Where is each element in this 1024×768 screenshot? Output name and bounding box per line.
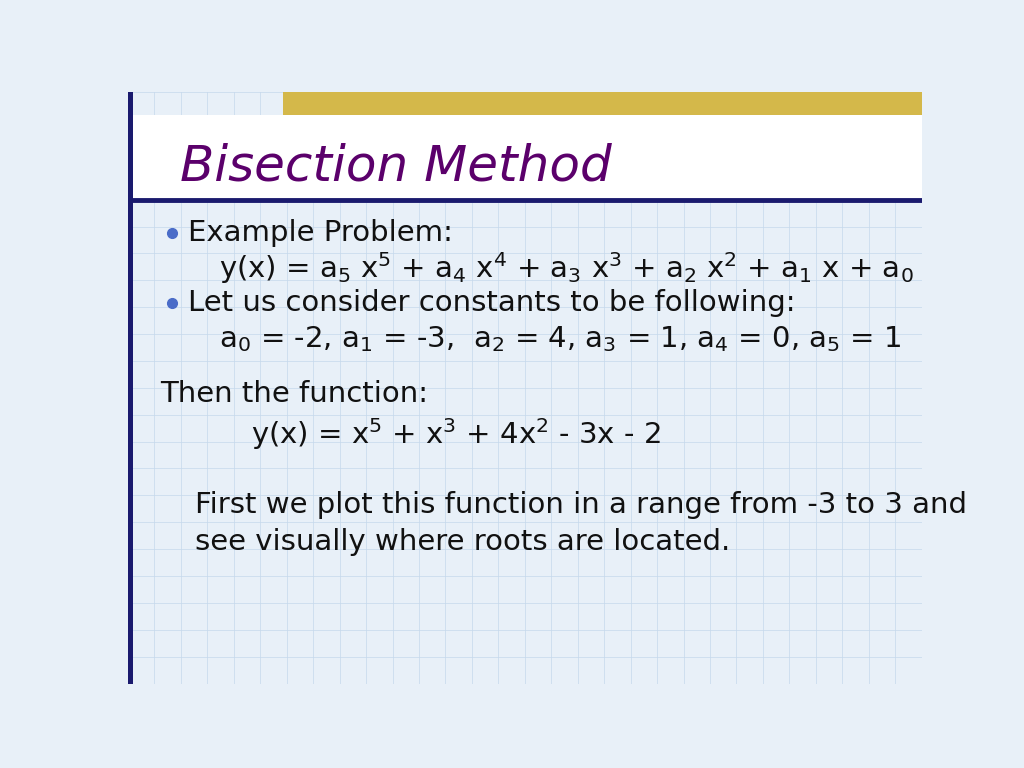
Bar (283, 92, 922, 114)
Text: Let us consider constants to be following:: Let us consider constants to be followin… (187, 290, 795, 317)
Text: see visually where roots are located.: see visually where roots are located. (196, 528, 731, 555)
Bar (128, 92, 133, 684)
Text: Then the function:: Then the function: (160, 379, 428, 408)
Text: First we plot this function in a range from -3 to 3 and: First we plot this function in a range f… (196, 491, 968, 519)
Text: Example Problem:: Example Problem: (187, 219, 453, 247)
Text: y(x) = a$_5$ x$^5$ + a$_4$ x$^4$ + a$_3$ x$^3$ + a$_2$ x$^2$ + a$_1$ x + a$_0$: y(x) = a$_5$ x$^5$ + a$_4$ x$^4$ + a$_3$… (219, 250, 913, 286)
Bar (128, 114, 922, 200)
Text: a$_0$ = -2, a$_1$ = -3,  a$_2$ = 4, a$_3$ = 1, a$_4$ = 0, a$_5$ = 1: a$_0$ = -2, a$_1$ = -3, a$_2$ = 4, a$_3$… (219, 324, 901, 353)
Text: Bisection Method: Bisection Method (179, 142, 611, 190)
Text: y(x) = x$^5$ + x$^3$ + 4x$^2$ - 3x - 2: y(x) = x$^5$ + x$^3$ + 4x$^2$ - 3x - 2 (251, 416, 660, 452)
